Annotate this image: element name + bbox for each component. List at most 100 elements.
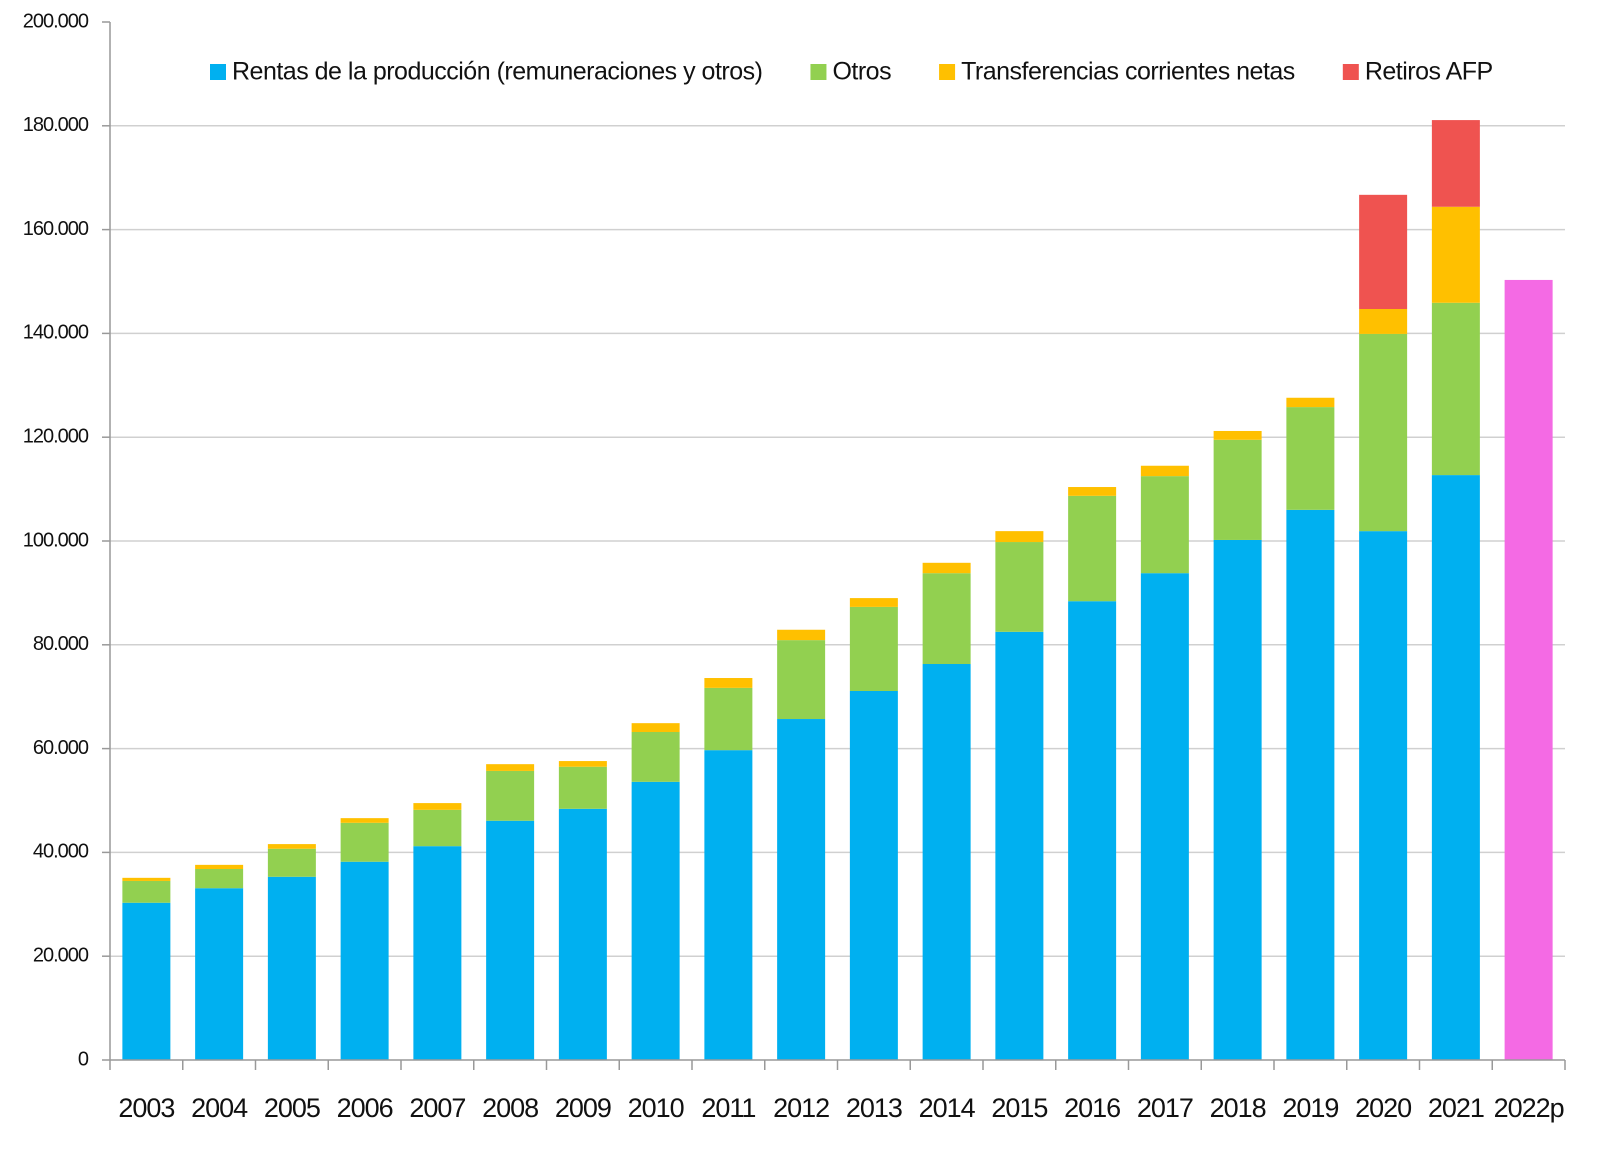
bar-segment bbox=[486, 764, 535, 771]
bar-segment bbox=[1140, 573, 1189, 1060]
bar-segment bbox=[777, 629, 826, 641]
x-tick-label: 2020 bbox=[1355, 1093, 1411, 1123]
bar-segment bbox=[1359, 531, 1408, 1060]
y-tick-label: 60.000 bbox=[33, 737, 89, 759]
bar-segment bbox=[1068, 495, 1117, 602]
x-tick-label: 2021 bbox=[1428, 1093, 1484, 1123]
bar-segment bbox=[413, 846, 462, 1060]
bar-segment bbox=[122, 877, 171, 881]
y-tick-label: 160.000 bbox=[23, 218, 89, 240]
legend-swatch bbox=[210, 64, 226, 80]
bar-segment bbox=[995, 531, 1044, 543]
bar-segment bbox=[922, 562, 971, 574]
bar-segment bbox=[486, 770, 535, 821]
bar-segment bbox=[777, 640, 826, 720]
y-tick-label: 180.000 bbox=[23, 114, 89, 136]
legend-label: Transferencias corrientes netas bbox=[961, 58, 1295, 86]
bar-segment bbox=[1140, 465, 1189, 477]
y-tick-label: 200.000 bbox=[23, 10, 89, 32]
x-tick-label: 2018 bbox=[1210, 1093, 1266, 1123]
bar-segment bbox=[631, 731, 680, 782]
x-tick-label: 2016 bbox=[1064, 1093, 1120, 1123]
bar-segment bbox=[704, 678, 753, 688]
legend-swatch bbox=[1342, 64, 1359, 80]
x-tick-label: 2014 bbox=[919, 1093, 976, 1123]
bar-segment bbox=[486, 820, 535, 1060]
x-tick-label: 2022p bbox=[1494, 1093, 1564, 1123]
bar-segment bbox=[704, 687, 753, 751]
x-tick-label: 2013 bbox=[846, 1093, 902, 1123]
legend-label: Otros bbox=[832, 58, 891, 86]
x-tick-label: 2005 bbox=[264, 1093, 320, 1123]
bar-segment bbox=[631, 781, 680, 1060]
bar-segment bbox=[1286, 397, 1335, 408]
y-tick-label: 20.000 bbox=[33, 944, 89, 966]
x-tick-label: 2019 bbox=[1282, 1093, 1338, 1123]
bar-segment bbox=[195, 888, 244, 1060]
bar-segment bbox=[1286, 407, 1335, 510]
bar-segment bbox=[413, 803, 462, 810]
bar-segment bbox=[122, 902, 171, 1060]
bar-segment bbox=[267, 876, 316, 1060]
bar-segment bbox=[704, 750, 753, 1060]
bar-segment bbox=[1431, 206, 1480, 303]
x-tick-label: 2004 bbox=[191, 1093, 248, 1123]
y-tick-label: 140.000 bbox=[23, 322, 89, 344]
legend-swatch bbox=[810, 64, 827, 80]
bar-segment bbox=[340, 861, 389, 1060]
bar-segment bbox=[995, 631, 1044, 1060]
bar-segment bbox=[1068, 601, 1117, 1060]
y-tick-label: 40.000 bbox=[33, 841, 89, 863]
bar-segment bbox=[267, 844, 316, 849]
bar-segment bbox=[1359, 309, 1408, 334]
bar-segment bbox=[122, 880, 171, 903]
x-tick-label: 2010 bbox=[628, 1093, 684, 1123]
x-tick-label: 2006 bbox=[337, 1093, 393, 1123]
bar-segment bbox=[1213, 430, 1262, 440]
bar-segment bbox=[558, 808, 607, 1060]
bar-segment bbox=[1068, 487, 1117, 496]
x-tick-label: 2015 bbox=[991, 1093, 1047, 1123]
x-tick-label: 2003 bbox=[118, 1093, 174, 1123]
x-tick-label: 2007 bbox=[409, 1093, 465, 1123]
bar-segment bbox=[195, 864, 244, 870]
bar-segment bbox=[1140, 476, 1189, 574]
y-tick-label: 100.000 bbox=[23, 529, 89, 551]
x-tick-label: 2009 bbox=[555, 1093, 611, 1123]
bar-segment bbox=[1504, 279, 1553, 1060]
x-tick-label: 2012 bbox=[773, 1093, 829, 1123]
bar-segment bbox=[849, 690, 898, 1060]
bar-segment bbox=[558, 761, 607, 767]
bar-segment bbox=[340, 818, 389, 823]
bar-segment bbox=[1431, 302, 1480, 476]
bar-segment bbox=[1286, 509, 1335, 1060]
bar-segment bbox=[1213, 439, 1262, 540]
bar-segment bbox=[1359, 194, 1408, 310]
x-tick-label: 2017 bbox=[1137, 1093, 1193, 1123]
y-tick-label: 0 bbox=[78, 1048, 89, 1070]
x-tick-label: 2011 bbox=[701, 1093, 755, 1123]
bar-segment bbox=[1213, 539, 1262, 1060]
bar-segment bbox=[922, 573, 971, 665]
bar-segment bbox=[558, 766, 607, 809]
legend-swatch bbox=[939, 64, 956, 80]
legend-label: Rentas de la producción (remuneraciones … bbox=[232, 58, 762, 86]
bar-segment bbox=[1359, 333, 1408, 532]
y-tick-label: 80.000 bbox=[33, 633, 89, 655]
bar-segment bbox=[995, 542, 1044, 632]
bar-segment bbox=[922, 664, 971, 1060]
bar-segment bbox=[1431, 120, 1480, 207]
x-tick-label: 2008 bbox=[482, 1093, 538, 1123]
bar-segment bbox=[413, 809, 462, 847]
bar-segment bbox=[631, 723, 680, 732]
bar-segment bbox=[849, 606, 898, 691]
bar-segment bbox=[849, 598, 898, 607]
y-tick-label: 120.000 bbox=[23, 425, 89, 447]
bar-segment bbox=[195, 869, 244, 889]
bar-segment bbox=[267, 848, 316, 877]
legend-label: Retiros AFP bbox=[1365, 58, 1493, 86]
bar-segment bbox=[1431, 475, 1480, 1060]
bar-segment bbox=[777, 719, 826, 1060]
bar-segment bbox=[340, 822, 389, 862]
